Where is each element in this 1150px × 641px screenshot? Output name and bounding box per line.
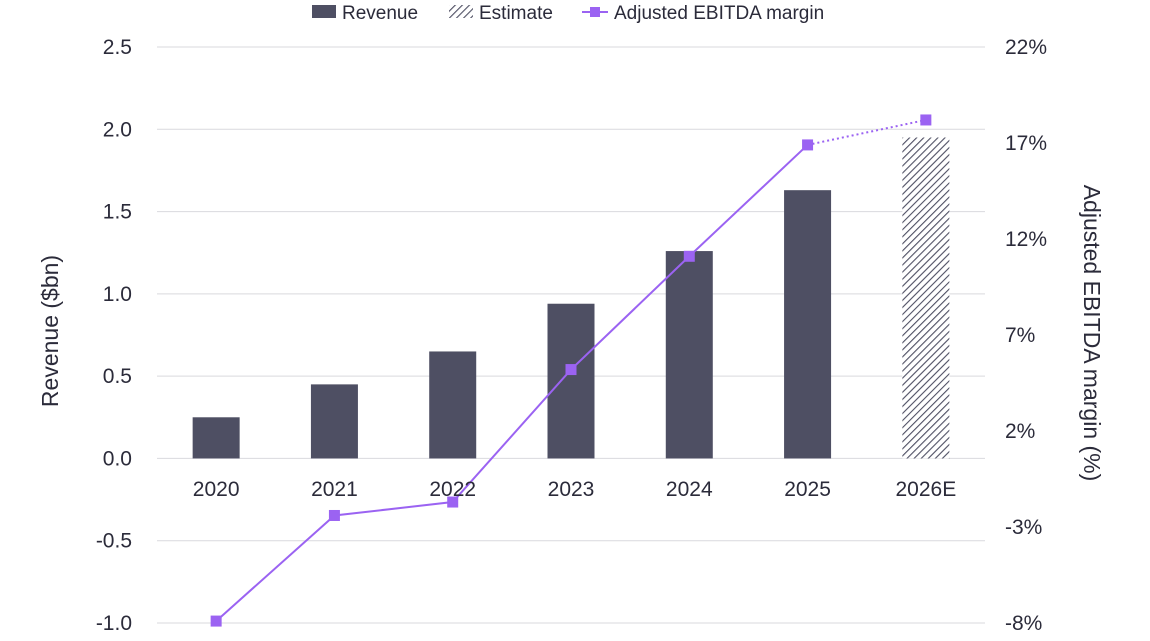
margin-point (565, 364, 577, 376)
x-tick-label: 2022 (429, 478, 476, 501)
margin-point (920, 114, 932, 126)
y-tick-label: 2.0 (103, 118, 132, 141)
revenue-bar (784, 190, 832, 459)
estimate-bar (902, 137, 950, 459)
x-tick-label: 2021 (311, 478, 358, 501)
margin-point (447, 496, 459, 508)
x-tick-label: 2023 (548, 478, 595, 501)
revenue-bar (429, 351, 477, 459)
y-axis-title: Revenue ($bn) (37, 255, 63, 407)
y2-tick-label: 22% (1005, 36, 1047, 59)
y-tick-label: -1.0 (96, 612, 132, 635)
margin-line-estimate (807, 118, 927, 146)
y-tick-label: 1.0 (103, 283, 132, 306)
legend-swatch-margin-marker (590, 7, 600, 17)
x-tick-label: 2020 (193, 478, 240, 501)
y2-tick-label: 17% (1005, 132, 1047, 155)
y-tick-label: -0.5 (96, 530, 132, 553)
y2-tick-label: 7% (1005, 324, 1035, 347)
margin-point (683, 250, 695, 262)
revenue-bar (192, 417, 240, 459)
legend-swatch-estimate (449, 5, 473, 18)
y2-tick-label: 12% (1005, 228, 1047, 251)
margin-point (802, 139, 814, 151)
y2-axis-title: Adjusted EBITDA margin (%) (1079, 185, 1105, 482)
revenue-bar (665, 251, 713, 459)
legend: Revenue Estimate Adjusted EBITDA margin (312, 3, 824, 24)
margin-point (210, 615, 222, 627)
y-tick-label: 1.5 (103, 201, 132, 224)
y-tick-label: 0.0 (103, 447, 132, 470)
x-tick-label: 2024 (666, 478, 713, 501)
line-series (210, 114, 932, 627)
bar-series (192, 137, 950, 459)
tick-labels: 2.5 2.0 1.5 1.0 0.5 0.0 -0.5 -1.0 22% 17% 12% 7% 2% -… (96, 36, 1047, 635)
legend-swatch-revenue (312, 5, 336, 18)
margin-point (328, 509, 340, 521)
margin-line-actual (215, 144, 809, 622)
legend-label-estimate: Estimate (479, 3, 553, 24)
y-tick-label: 2.5 (103, 36, 132, 59)
legend-label-revenue: Revenue (342, 3, 418, 24)
legend-label-margin: Adjusted EBITDA margin (614, 3, 824, 24)
y2-tick-label: -8% (1005, 612, 1042, 635)
y2-tick-label: 2% (1005, 420, 1035, 443)
y-tick-label: 0.5 (103, 365, 132, 388)
revenue-bar (310, 384, 358, 459)
x-tick-label: 2026E (895, 478, 956, 501)
y2-tick-label: -3% (1005, 516, 1042, 539)
x-tick-label: 2025 (784, 478, 831, 501)
revenue-bar (547, 303, 595, 459)
